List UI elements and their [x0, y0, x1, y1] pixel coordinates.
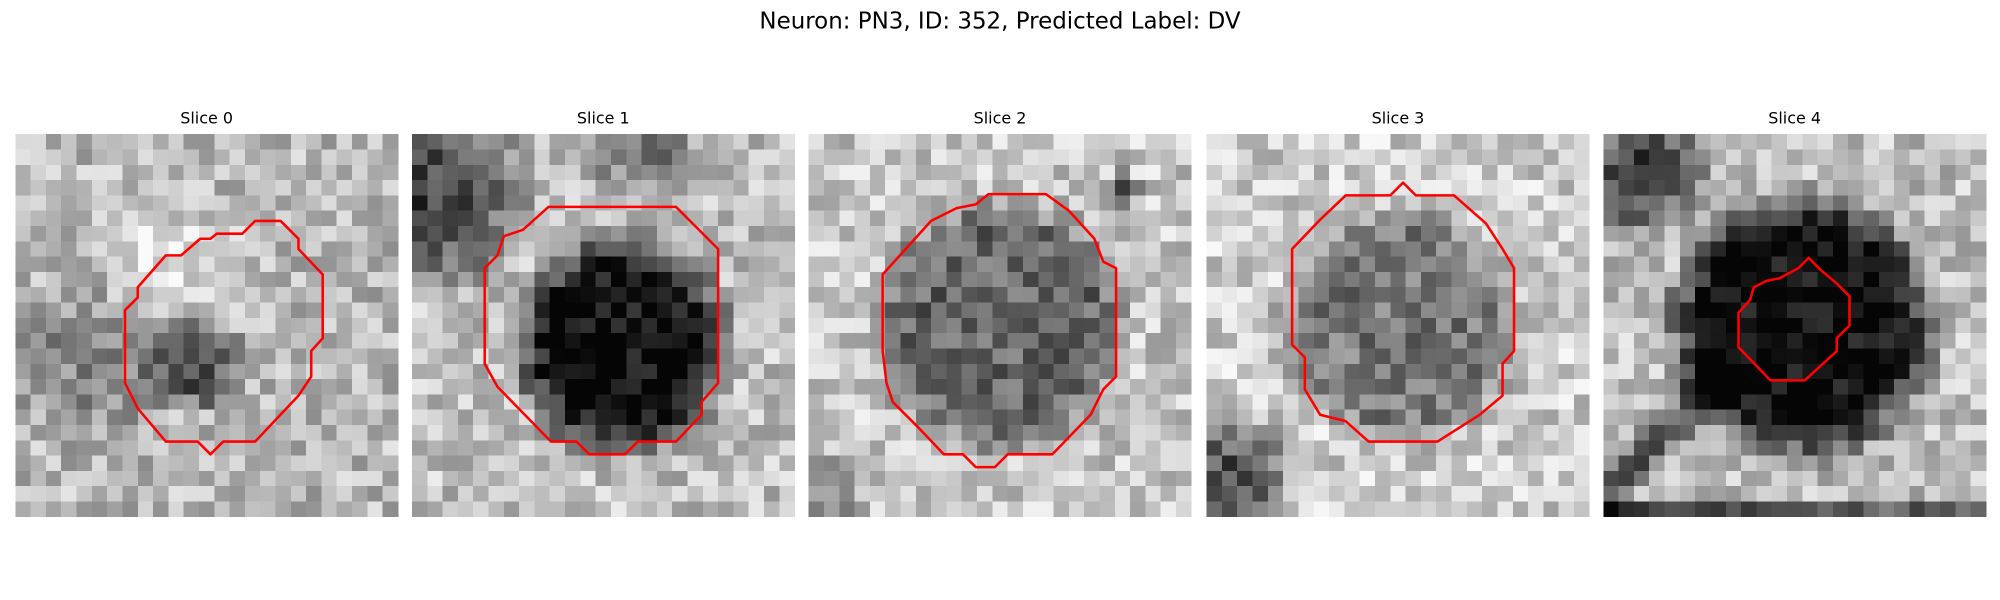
panel — [808, 134, 1192, 518]
contour — [123, 219, 324, 456]
contour — [1290, 181, 1516, 443]
panel-title: Slice 0 — [180, 108, 233, 127]
slice-image — [1206, 134, 1590, 518]
slice-image — [1603, 134, 1987, 518]
panel — [1603, 134, 1987, 518]
panel — [1206, 134, 1590, 518]
slice-image — [411, 134, 796, 518]
panel-title: Slice 2 — [974, 108, 1027, 127]
contour — [1737, 256, 1851, 382]
panel — [411, 134, 796, 518]
contour — [881, 192, 1118, 469]
slice-image — [808, 134, 1192, 518]
slice-image — [15, 134, 399, 518]
panel-title: Slice 3 — [1372, 108, 1425, 127]
contour — [483, 205, 720, 456]
panel-title: Slice 1 — [577, 108, 630, 127]
panel — [15, 134, 399, 518]
figure-title: Neuron: PN3, ID: 352, Predicted Label: D… — [759, 8, 1240, 34]
panel-title: Slice 4 — [1768, 108, 1821, 127]
